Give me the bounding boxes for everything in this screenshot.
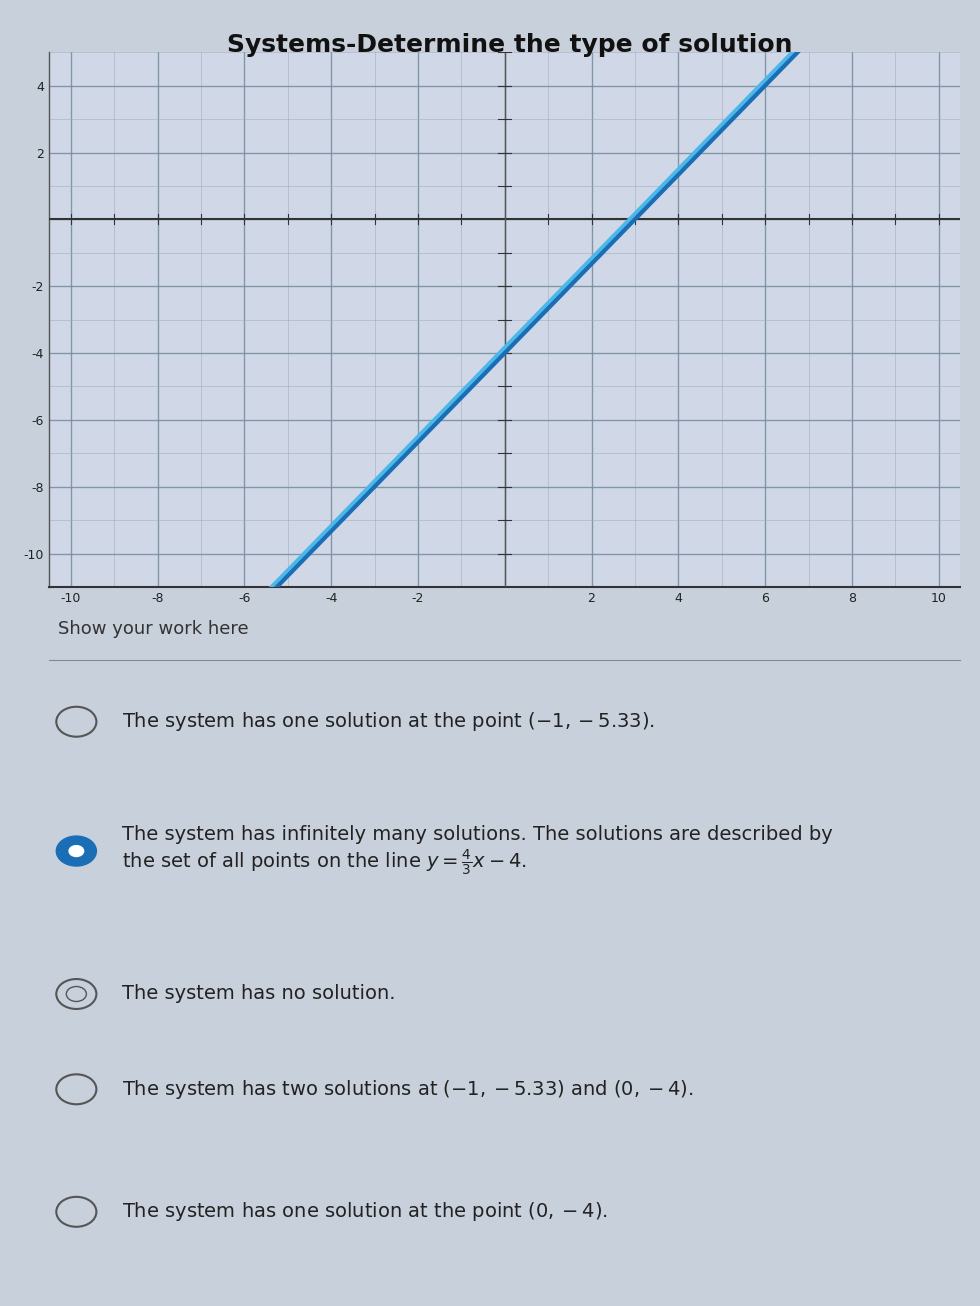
- Text: The system has no solution.: The system has no solution.: [122, 985, 395, 1003]
- Circle shape: [69, 845, 83, 857]
- Text: The system has two solutions at $(-1, -5.33)$ and $(0, -4)$.: The system has two solutions at $(-1, -5…: [122, 1077, 693, 1101]
- Text: The system has one solution at the point $(-1, -5.33)$.: The system has one solution at the point…: [122, 710, 655, 733]
- Text: Show your work here: Show your work here: [58, 619, 249, 637]
- Circle shape: [56, 836, 96, 866]
- Text: The system has one solution at the point $(0, -4)$.: The system has one solution at the point…: [122, 1200, 608, 1224]
- Text: The system has infinitely many solutions. The solutions are described by
the set: The system has infinitely many solutions…: [122, 824, 833, 878]
- Text: Systems-Determine the type of solution: Systems-Determine the type of solution: [226, 33, 793, 56]
